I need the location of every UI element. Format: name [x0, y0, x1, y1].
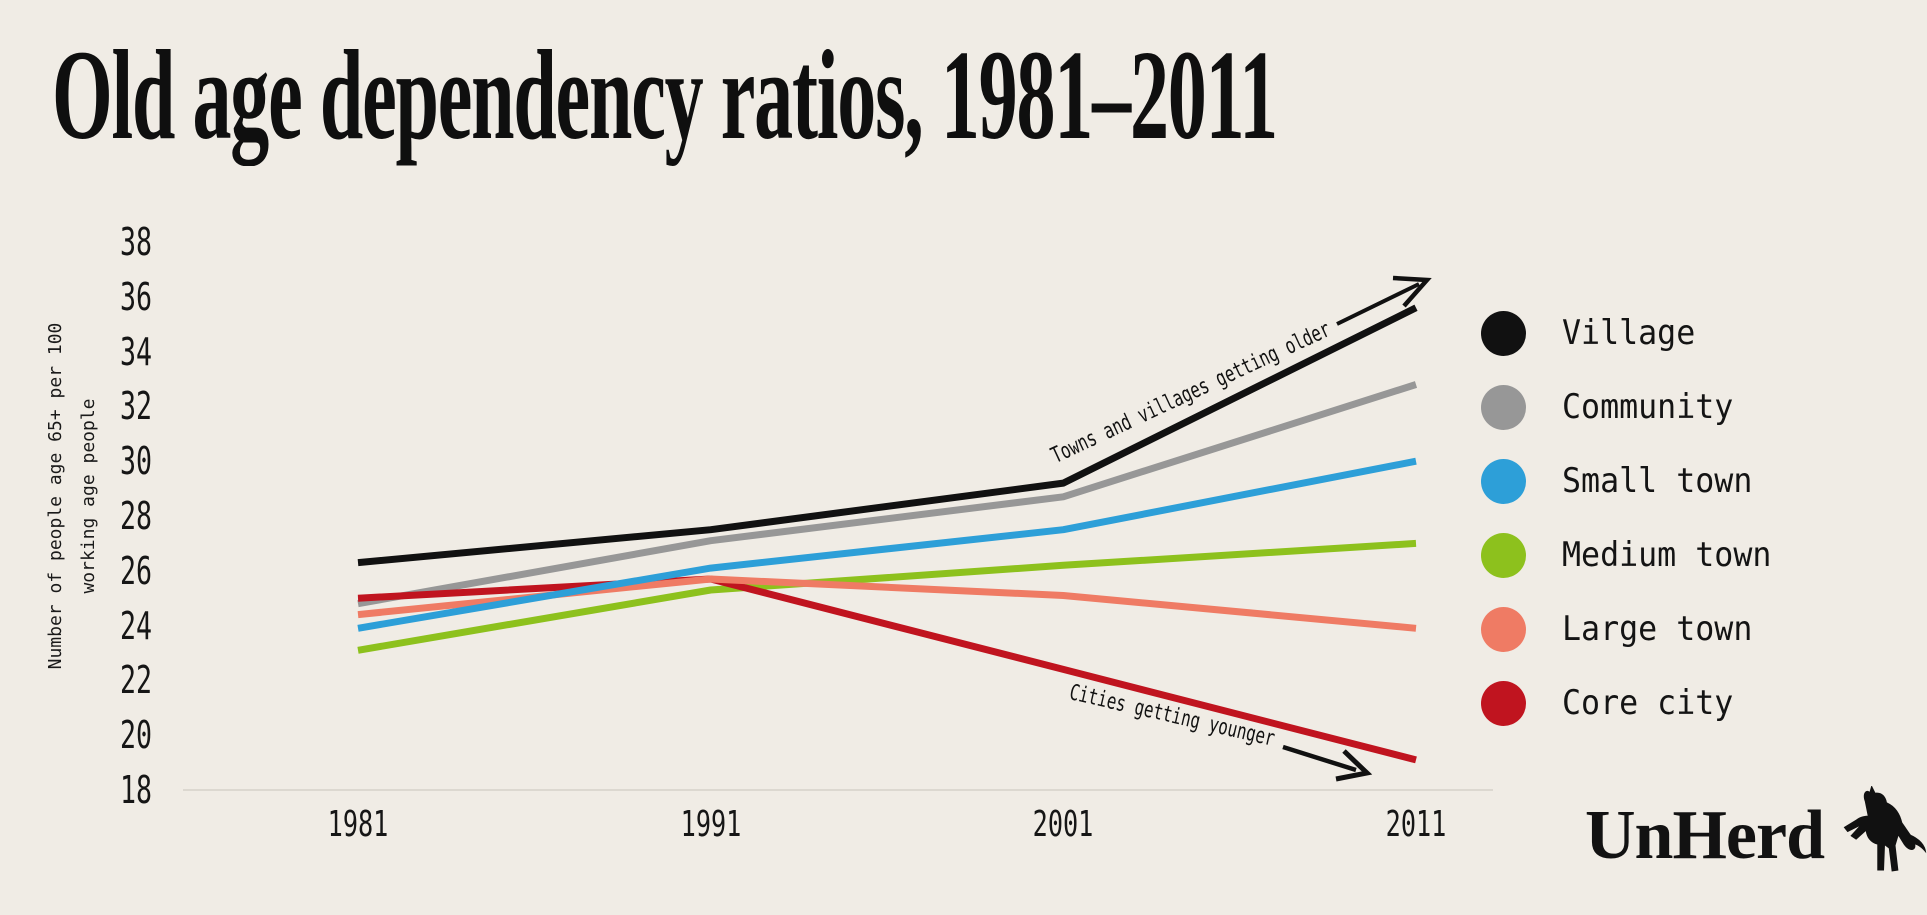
legend-dot-icon [1481, 532, 1526, 578]
y-tick: 36 [119, 274, 152, 319]
legend-label: Small town [1562, 461, 1753, 501]
legend: Village Community Small town Medium town… [1481, 296, 1787, 740]
legend-dot-icon [1481, 458, 1526, 504]
older-trend-arrow-icon [1336, 275, 1432, 326]
y-tick: 26 [119, 548, 152, 593]
y-tick: 18 [119, 768, 152, 812]
legend-label: Core city [1562, 683, 1734, 723]
y-tick: 20 [119, 713, 152, 758]
x-tick: 2001 [1032, 804, 1094, 845]
legend-label: Village [1562, 313, 1696, 353]
series-line-core-city [357, 575, 1417, 764]
x-tick: 1991 [680, 804, 741, 845]
legend-dot-icon [1481, 310, 1526, 356]
legend-dot-icon [1481, 384, 1526, 430]
series-lines [357, 304, 1418, 764]
legend-label: Community [1562, 387, 1734, 427]
younger-trend-arrow-icon [1282, 744, 1373, 782]
legend-row: Small town [1481, 444, 1787, 518]
x-tick: 1981 [327, 804, 389, 845]
cow-logo-icon [1843, 786, 1927, 872]
legend-label: Large town [1562, 609, 1753, 649]
y-tick: 30 [119, 439, 152, 484]
brand: UnHerd [1585, 786, 1927, 882]
legend-dot-icon [1481, 606, 1526, 652]
y-tick: 24 [119, 603, 152, 648]
series-line-medium-town [357, 539, 1417, 654]
legend-row: Village [1481, 296, 1787, 370]
legend-row: Large town [1481, 592, 1787, 666]
y-tick: 32 [119, 384, 152, 429]
legend-row: Core city [1481, 666, 1787, 740]
y-tick: 28 [119, 494, 152, 538]
series-line-small-town [357, 457, 1417, 632]
legend-label: Medium town [1562, 535, 1772, 575]
unherd-wordmark: UnHerd [1585, 797, 1825, 874]
legend-row: Community [1481, 370, 1787, 444]
legend-dot-icon [1481, 680, 1526, 726]
y-tick: 38 [119, 220, 152, 264]
series-line-community [357, 381, 1418, 608]
x-tick: 2011 [1385, 804, 1447, 845]
legend-row: Medium town [1481, 518, 1787, 592]
y-tick: 34 [119, 329, 152, 374]
y-tick: 22 [119, 658, 152, 703]
series-line-village [357, 304, 1418, 567]
chart-title: Old age dependency ratios, 1981–2011 [52, 24, 1278, 166]
